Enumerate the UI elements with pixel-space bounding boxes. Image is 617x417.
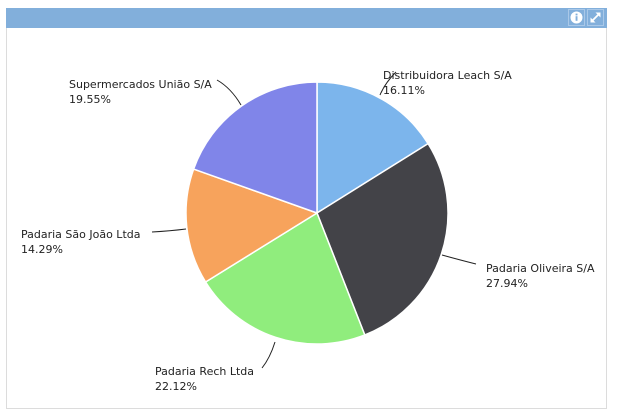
connector-padaria-sao-joao	[151, 228, 187, 233]
label-name: Padaria Rech Ltda	[155, 365, 254, 378]
info-icon	[570, 11, 583, 24]
connector-supermercados-uniao	[216, 79, 242, 106]
connector-lines	[151, 71, 477, 369]
label-percent: 14.29%	[21, 243, 63, 256]
connector-padaria-rech	[261, 341, 276, 369]
label-name: Padaria Oliveira S/A	[486, 262, 595, 275]
expand-button[interactable]	[587, 9, 604, 26]
info-button[interactable]	[568, 9, 585, 26]
label-percent: 27.94%	[486, 277, 528, 290]
label-percent: 22.12%	[155, 380, 197, 393]
label-name: Supermercados União S/A	[69, 78, 212, 91]
slice-padaria-sao-joao[interactable]	[185, 168, 318, 283]
slice-supermercados-uniao[interactable]	[192, 81, 318, 214]
expand-icon	[590, 12, 601, 23]
label-percent: 16.11%	[383, 84, 425, 97]
connector-padaria-oliveira	[441, 254, 477, 265]
label-name: Padaria São João Ltda	[21, 228, 140, 241]
connector-distribuidora-leach	[379, 71, 397, 96]
slice-padaria-oliveira[interactable]	[316, 142, 449, 336]
pie-slices	[185, 81, 449, 345]
data-labels: Distribuidora Leach S/A 16.11% Padaria O…	[21, 69, 595, 393]
panel-header	[6, 8, 607, 28]
slice-distribuidora-leach[interactable]	[316, 81, 429, 214]
label-name: Distribuidora Leach S/A	[383, 69, 512, 82]
slice-padaria-rech[interactable]	[204, 212, 366, 345]
label-percent: 19.55%	[69, 93, 111, 106]
